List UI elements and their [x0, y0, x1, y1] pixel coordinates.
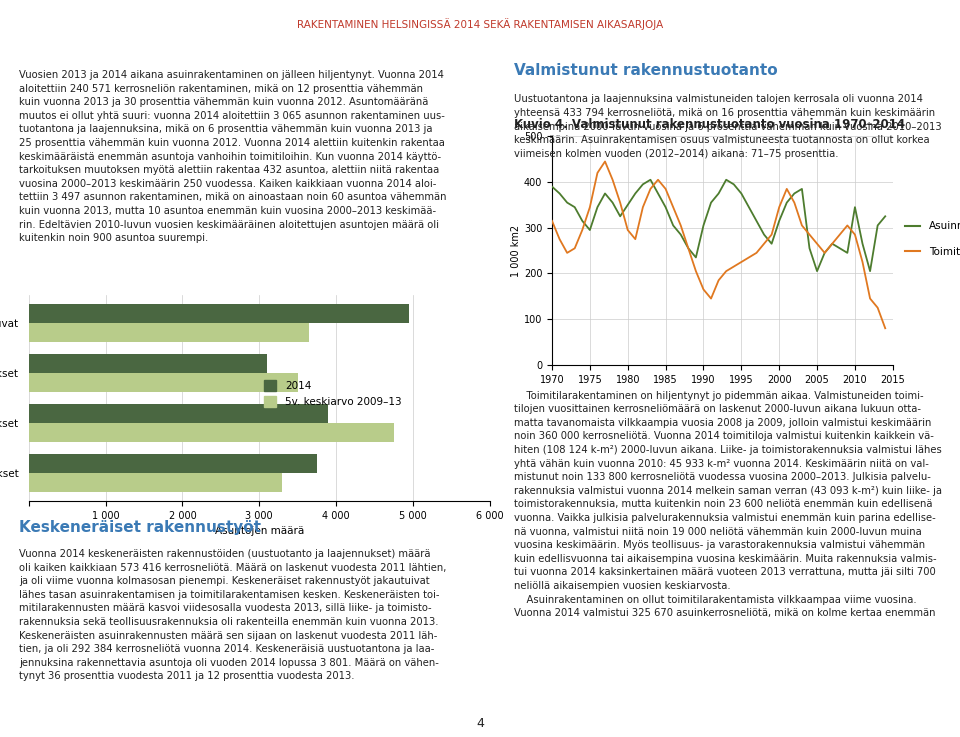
- Bar: [29, 473, 282, 492]
- Legend: Asuinrakennukset, Toimitilat: Asuinrakennukset, Toimitilat: [905, 221, 960, 257]
- Text: 4: 4: [476, 716, 484, 730]
- Text: RAKENTAMINEN HELSINGISSÄ 2014 SEKÄ RAKENTAMISEN AIKASARJOJA: RAKENTAMINEN HELSINGISSÄ 2014 SEKÄ RAKEN…: [297, 18, 663, 30]
- Text: Toimitilarakentaminen on hiljentynyt jo pidemmän aikaa. Valmistuneiden toimi-
ti: Toimitilarakentaminen on hiljentynyt jo …: [514, 391, 942, 618]
- Text: Keskeneräiset rakennustyöt: Keskeneräiset rakennustyöt: [19, 520, 261, 534]
- Bar: [29, 354, 267, 373]
- Text: Vuonna 2014 keskeneräisten rakennustöiden (uustuotanto ja laajennukset) määrä
ol: Vuonna 2014 keskeneräisten rakennustöide…: [19, 549, 446, 682]
- Text: Kuvio 4. Valmistunut rakennustuotanto vuosina 1970–2014: Kuvio 4. Valmistunut rakennustuotanto vu…: [514, 118, 904, 131]
- Bar: [29, 323, 309, 342]
- Bar: [29, 404, 328, 423]
- Bar: [29, 304, 409, 323]
- Bar: [29, 454, 317, 473]
- Text: Valmistunut rakennustuotanto: Valmistunut rakennustuotanto: [514, 63, 778, 77]
- Text: Uustuotantona ja laajennuksina valmistuneiden talojen kerrosala oli vuonna 2014
: Uustuotantona ja laajennuksina valmistun…: [514, 94, 941, 158]
- Bar: [29, 423, 394, 442]
- Legend: 2014, 5v. keskiarvo 2009–13: 2014, 5v. keskiarvo 2009–13: [264, 380, 401, 408]
- Bar: [29, 373, 298, 392]
- X-axis label: Asuntojen määrä: Asuntojen määrä: [215, 526, 303, 537]
- Y-axis label: 1 000 km2: 1 000 km2: [511, 225, 521, 276]
- Text: Vuosien 2013 ja 2014 aikana asuinrakentaminen on jälleen hiljentynyt. Vuonna 201: Vuosien 2013 ja 2014 aikana asuinrakenta…: [19, 70, 446, 243]
